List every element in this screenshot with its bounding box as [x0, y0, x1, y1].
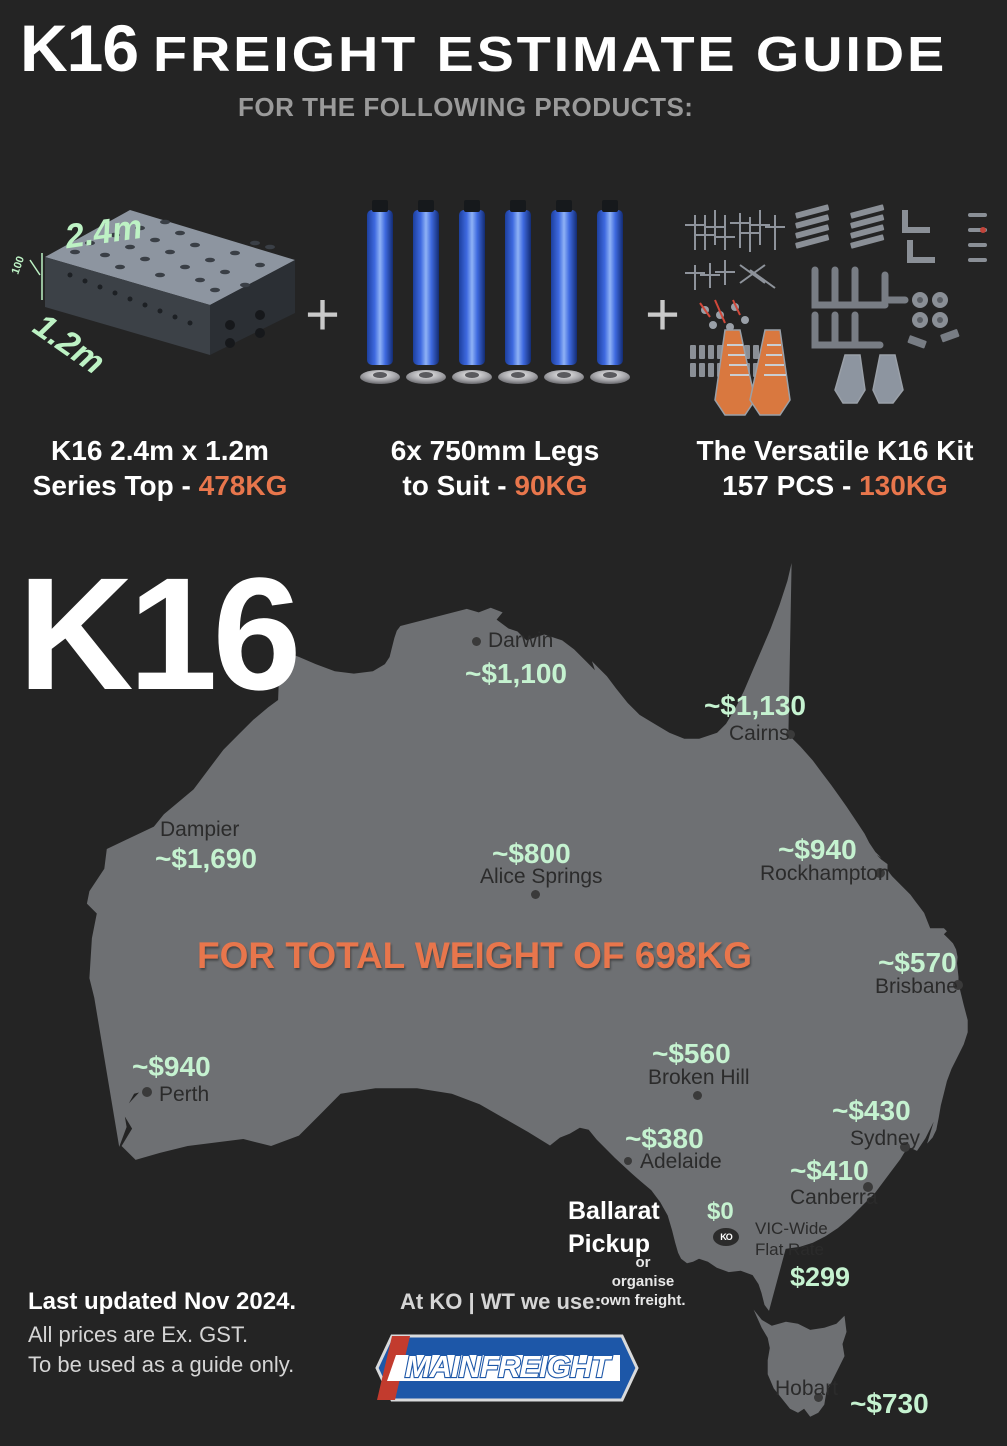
svg-text:MAINFREIGHT: MAINFREIGHT: [405, 1349, 613, 1384]
